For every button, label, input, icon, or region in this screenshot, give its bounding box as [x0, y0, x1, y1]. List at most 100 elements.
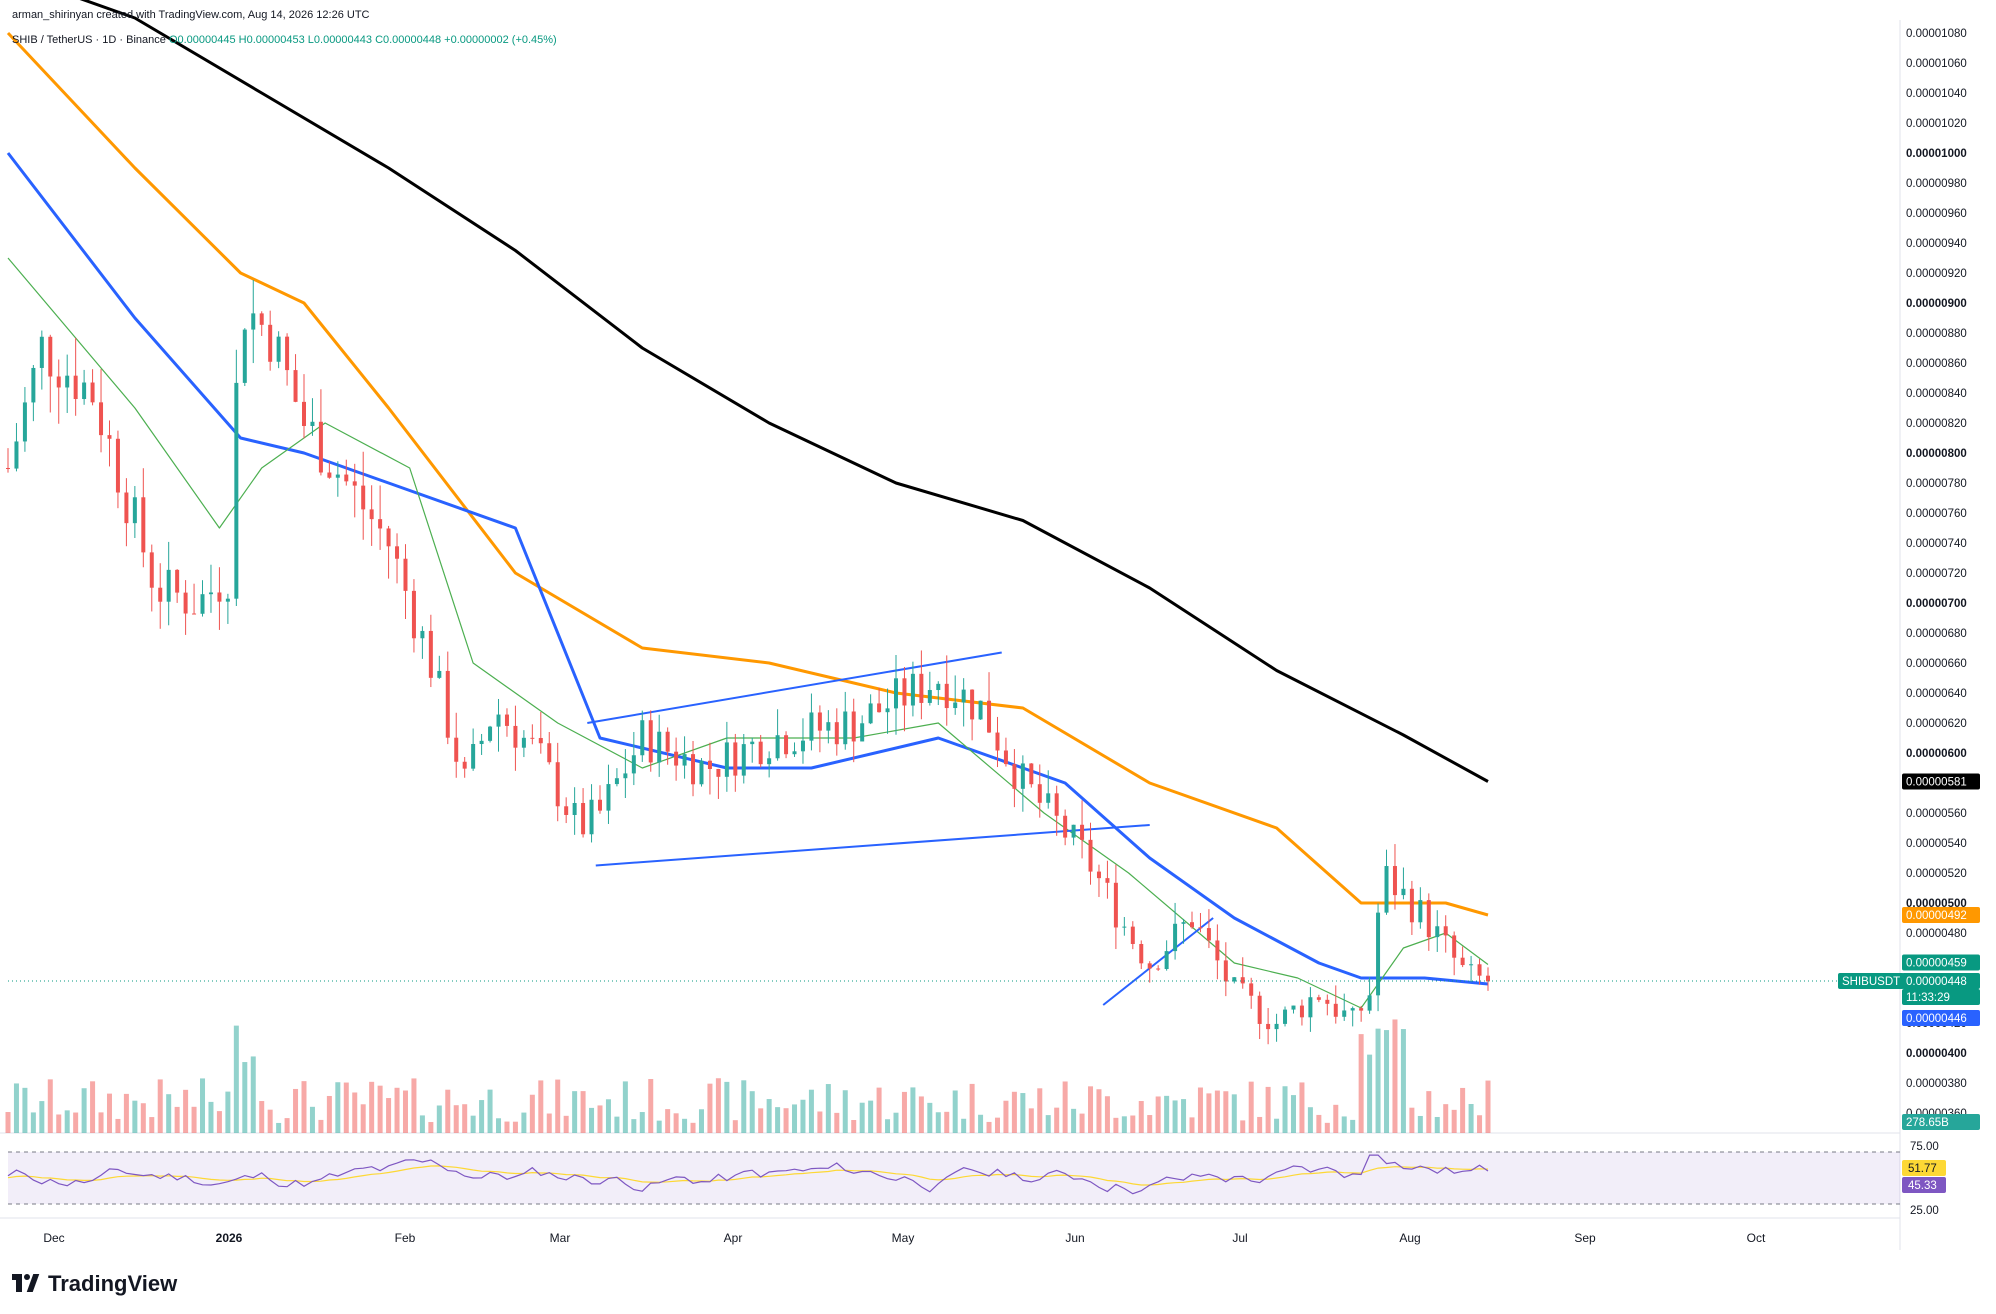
volume-bar: [749, 1091, 755, 1133]
candle-body: [784, 735, 789, 755]
candles-group: [5, 279, 1491, 1133]
volume-bar: [1443, 1104, 1449, 1133]
y-tick-label: 0.00000740: [1906, 538, 1967, 550]
x-tick-label: Jun: [1065, 1231, 1084, 1245]
candle-body: [200, 594, 205, 614]
trendline: [1102, 917, 1214, 1006]
volume-bar: [1003, 1100, 1009, 1133]
candle-body: [115, 438, 120, 493]
volume-bar: [741, 1080, 747, 1133]
candle-body: [327, 472, 332, 478]
volume-bar: [470, 1115, 476, 1133]
volume-bar: [166, 1094, 172, 1133]
volume-bar: [986, 1121, 992, 1133]
rsi-tag: [1902, 1177, 1946, 1193]
candle-body: [107, 435, 112, 439]
volume-bar: [64, 1110, 70, 1133]
chart-credit: arman_shirinyan created with TradingView…: [12, 9, 370, 21]
candle-body: [56, 376, 61, 388]
volume-bar: [1367, 1054, 1373, 1133]
candle-body: [149, 552, 154, 588]
candle-body: [724, 742, 729, 777]
candle-body: [1460, 957, 1465, 966]
volume-bar: [1460, 1087, 1466, 1133]
candle-body: [1071, 824, 1076, 838]
candle-body: [944, 683, 949, 709]
volume-bar: [1181, 1099, 1187, 1133]
candle-body: [310, 421, 315, 426]
rsi-value: 45.33: [1908, 1180, 1937, 1192]
symbol-name[interactable]: SHIB / TetherUS · 1D · Binance: [12, 34, 166, 46]
volume-bar: [918, 1096, 924, 1133]
rsi-level-label: 75.00: [1910, 1141, 1939, 1153]
volume-bar: [394, 1087, 400, 1133]
volume-bar: [775, 1107, 781, 1133]
volume-bar: [39, 1101, 45, 1133]
price-tag: [1902, 907, 1980, 923]
volume-bar: [140, 1103, 146, 1133]
candle-body: [479, 740, 484, 745]
volume-bar: [927, 1102, 933, 1133]
y-tick-label: 0.00001080: [1906, 28, 1967, 40]
candle-body: [927, 690, 932, 703]
volume-bar: [969, 1083, 975, 1133]
volume-bar: [707, 1083, 713, 1133]
volume-bar: [1189, 1117, 1195, 1133]
candle-body: [1342, 1010, 1347, 1017]
x-tick-label: Sep: [1574, 1231, 1596, 1245]
candle-body: [792, 751, 797, 755]
volume-bar: [81, 1088, 87, 1133]
candle-body: [936, 683, 941, 691]
candle-body: [555, 762, 560, 807]
moving-average-line: [6, 152, 1489, 986]
candle-body: [82, 382, 87, 400]
candle-body: [166, 569, 171, 602]
rsi-line: [7, 1154, 1489, 1195]
candle-body: [513, 725, 518, 748]
candle-body: [860, 723, 865, 742]
candle-body: [1266, 1023, 1271, 1030]
volume-bar: [555, 1079, 561, 1133]
y-tick-label: 0.00000720: [1906, 568, 1967, 580]
candle-body: [437, 670, 442, 678]
candle-body: [868, 703, 873, 724]
candle-body: [335, 474, 340, 478]
y-tick-label: 0.00000400: [1906, 1048, 1967, 1060]
volume-bar: [1054, 1107, 1060, 1133]
y-tick-label: 0.00000940: [1906, 238, 1967, 250]
volume-bar: [115, 1118, 121, 1133]
candle-body: [1063, 815, 1068, 838]
candle-body: [1105, 878, 1110, 883]
candle-body: [1350, 1008, 1355, 1011]
candle-body: [1274, 1023, 1279, 1030]
candle-body: [6, 468, 10, 469]
volume-bar: [1088, 1086, 1094, 1133]
candle-body: [970, 689, 975, 720]
volume-bar: [944, 1111, 950, 1133]
volume-bar: [318, 1119, 324, 1133]
volume-bar: [1324, 1122, 1330, 1133]
volume-bar: [436, 1105, 442, 1133]
candle-body: [1215, 940, 1220, 961]
candle-body: [775, 735, 780, 759]
x-tick-label: Apr: [724, 1231, 743, 1245]
candle-body: [987, 700, 992, 733]
candle-body: [817, 712, 822, 731]
rsi-ma-tag: [1902, 1160, 1946, 1176]
volume-bar: [1164, 1095, 1170, 1133]
y-tick-label: 0.00000880: [1906, 328, 1967, 340]
volume-bar: [1214, 1090, 1220, 1133]
volume-bar: [1384, 1030, 1390, 1133]
volume-bar: [698, 1109, 704, 1133]
candle-body: [826, 722, 831, 731]
candle-body: [65, 375, 70, 388]
price-tag-label: 0.00000492: [1906, 910, 1967, 922]
rsi-ma-line: [7, 1165, 1489, 1186]
volume-bar: [512, 1121, 518, 1133]
volume-bar: [369, 1081, 375, 1133]
y-tick-label: 0.00000520: [1906, 868, 1967, 880]
y-tick-label: 0.00000840: [1906, 388, 1967, 400]
volume-bar: [386, 1098, 392, 1133]
tradingview-logo[interactable]: TradingView: [12, 1271, 177, 1297]
